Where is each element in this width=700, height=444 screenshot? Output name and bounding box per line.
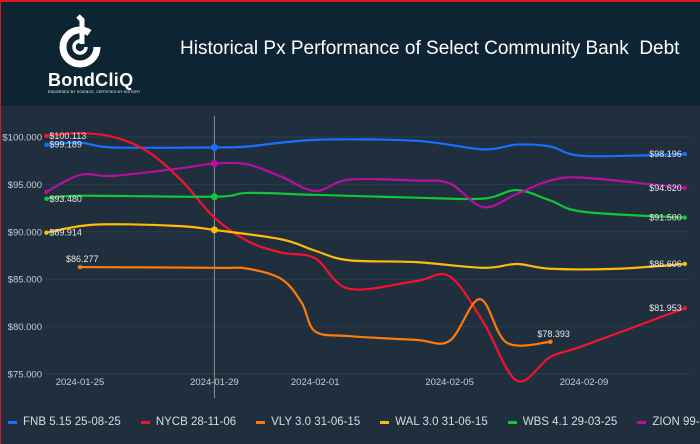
- legend-swatch-icon: [637, 420, 647, 424]
- legend-label: FNB 5.15 25-08-25: [23, 416, 121, 428]
- series-start-point-zion: [44, 189, 49, 195]
- legend-item-vly[interactable]: VLY 3.0 31-06-15: [256, 416, 360, 428]
- end-value-label-zion: $94.620: [649, 183, 682, 193]
- legend-swatch-icon: [256, 420, 266, 424]
- bondcliq-logo-icon: [59, 14, 101, 68]
- series-start-point-nycb: [44, 133, 49, 139]
- start-value-label-nycb: $100.113: [49, 131, 86, 141]
- legend-swatch-icon: [507, 420, 517, 424]
- legend-label: WBS 4.1 29-03-25: [522, 416, 618, 428]
- series-line-nycb: [46, 132, 686, 383]
- end-value-label-wbs: $91.500: [649, 213, 682, 223]
- legend-item-zion[interactable]: ZION 99-12-3: [637, 416, 700, 428]
- crosshair-marker-wal: [210, 226, 218, 234]
- chart-title: Historical Px Performance of Select Comm…: [180, 38, 680, 59]
- x-tick-label: 2024-02-05: [425, 377, 474, 388]
- y-tick-label: $90.000: [8, 227, 42, 238]
- logo-text: BondCliQ: [48, 70, 134, 90]
- y-tick-label: $80.000: [8, 322, 42, 333]
- legend-label: WAL 3.0 31-06-15: [395, 416, 488, 428]
- series-line-wal: [46, 223, 685, 271]
- series-line-zion: [45, 161, 685, 209]
- logo-tagline: ENDORSED BY SCIENCE, CERTIFIED BY HISTOR…: [48, 90, 141, 94]
- header: BondCliQ ENDORSED BY SCIENCE, CERTIFIED …: [0, 0, 700, 106]
- y-tick-label: $85.000: [8, 275, 42, 286]
- legend-swatch-icon: [8, 420, 17, 424]
- y-tick-label: $95.000: [8, 180, 42, 191]
- series-line-wbs: [46, 188, 685, 219]
- legend-item-fnb[interactable]: FNB 5.15 25-08-25: [8, 416, 121, 428]
- legend-item-wbs[interactable]: WBS 4.1 29-03-25: [507, 416, 618, 428]
- legend-item-wal[interactable]: WAL 3.0 31-06-15: [380, 416, 488, 428]
- legend-swatch-icon: [140, 420, 150, 424]
- series-end-point-fnb: [682, 151, 687, 157]
- legend: FNB 5.15 25-08-25 NYCB 28-11-06 VLY 3.0 31…: [8, 416, 700, 428]
- series-start-point-vly: [77, 264, 83, 270]
- chart-area: $100.000 $95.000 $90.000 $85.000 $80.000 $75.…: [0, 106, 700, 444]
- series-line-fnb: [46, 138, 685, 158]
- series-end-point-wal: [682, 261, 687, 267]
- x-tick-label: 2024-01-25: [56, 377, 105, 388]
- crosshair-marker-fnb: [210, 143, 218, 151]
- series-end-point-wbs: [682, 215, 687, 220]
- x-tick-label: 2024-02-01: [291, 377, 340, 388]
- series-start-point-wal: [44, 230, 49, 235]
- start-value-label-wbs: $93.480: [49, 194, 82, 204]
- start-value-label-fnb: $99.189: [49, 140, 82, 150]
- start-value-label-wal: $89.914: [49, 228, 82, 238]
- end-value-label-wal: $86.606: [649, 259, 682, 269]
- start-value-label-vly: $86.277: [66, 254, 99, 264]
- end-value-label-nycb: $81.953: [649, 303, 682, 313]
- legend-item-nycb[interactable]: NYCB 28-11-06: [140, 416, 237, 428]
- series-start-point-fnb: [44, 142, 49, 147]
- y-tick-label: $75.000: [8, 370, 42, 381]
- y-tick-label: $100.000: [2, 133, 42, 144]
- legend-label: NYCB 28-11-06: [155, 416, 237, 428]
- series-end-point-nycb: [682, 305, 687, 311]
- x-tick-label: 2024-02-09: [560, 377, 609, 388]
- end-value-label-vly: $78.393: [537, 329, 570, 339]
- legend-label: ZION 99-12-3: [652, 416, 700, 428]
- series-start-point-wbs: [44, 196, 49, 202]
- legend-swatch-icon: [380, 420, 390, 424]
- series-line-vly: [79, 265, 551, 347]
- end-value-label-fnb: $98.196: [649, 149, 682, 159]
- series-end-point-vly: [548, 339, 553, 345]
- line-chart: $100.000 $95.000 $90.000 $85.000 $80.000 $75.…: [2, 116, 690, 398]
- crosshair-marker-zion: [210, 160, 218, 168]
- series-end-point-zion: [682, 185, 687, 191]
- legend-label: VLY 3.0 31-06-15: [271, 416, 361, 428]
- crosshair-marker-wbs: [210, 193, 218, 201]
